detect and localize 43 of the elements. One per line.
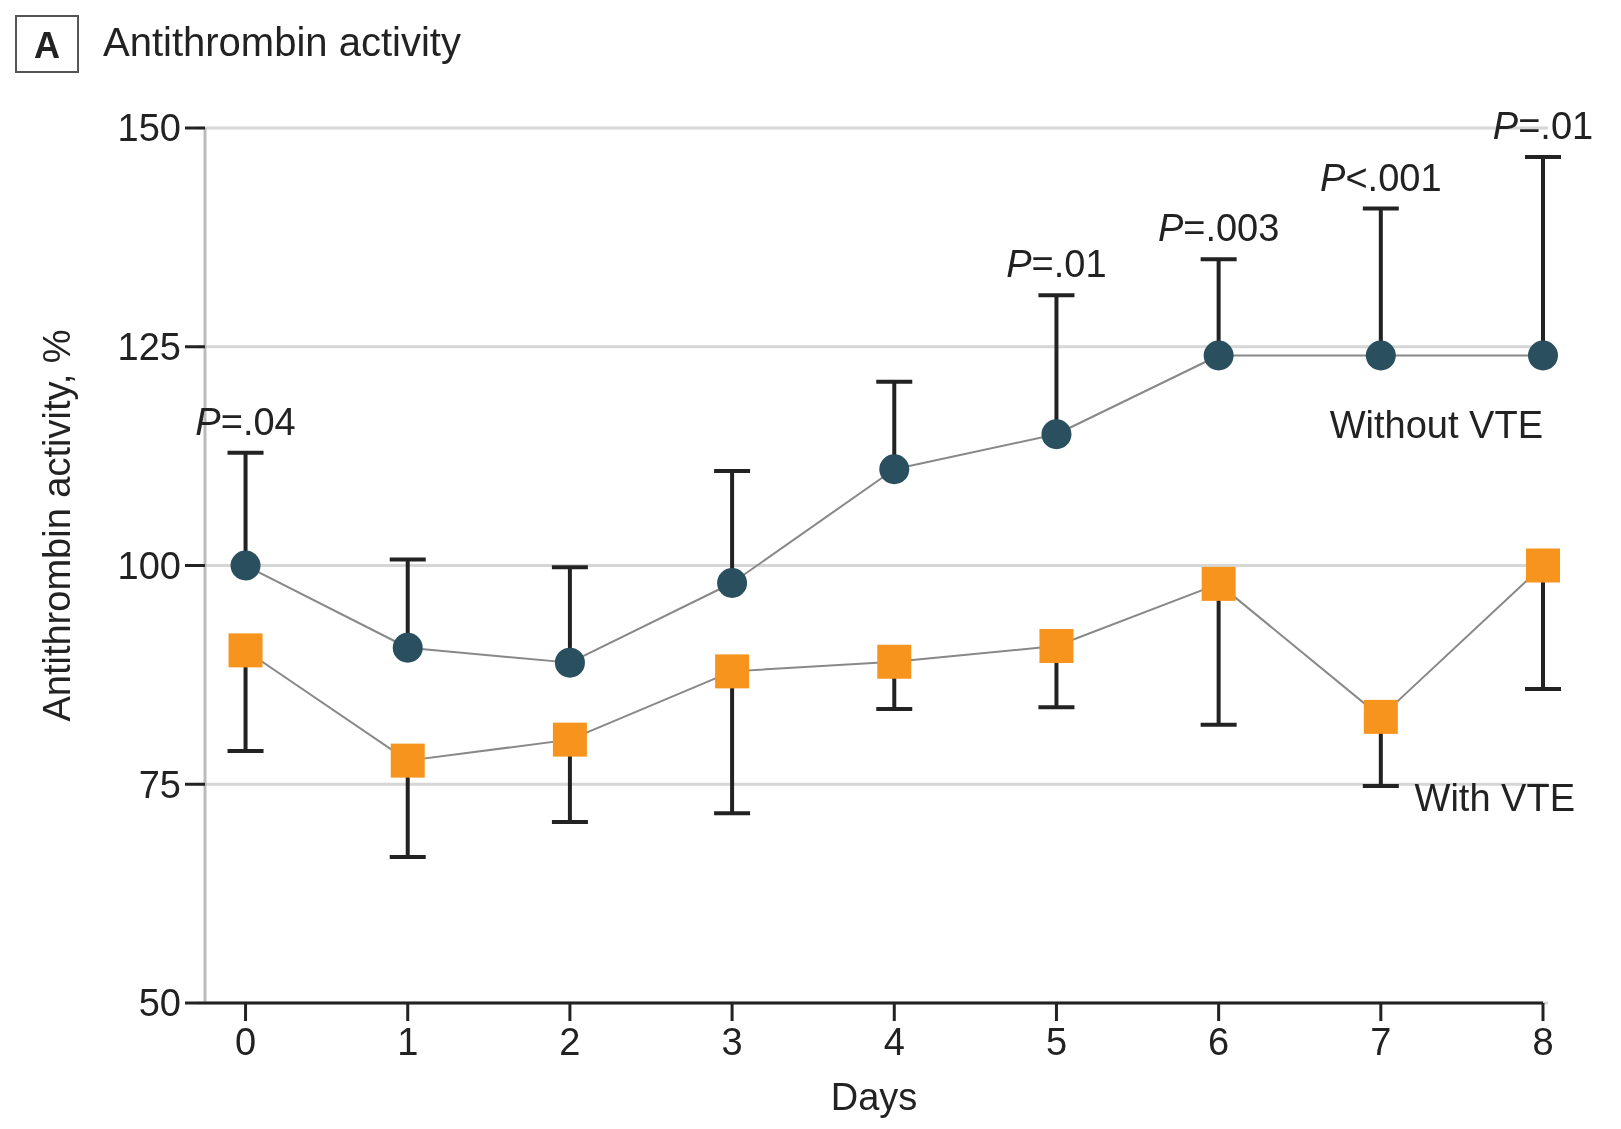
point xyxy=(1528,340,1558,371)
point xyxy=(715,654,750,689)
annotation: P<.001 xyxy=(1320,156,1442,199)
y-tick-label: 100 xyxy=(117,544,181,587)
point xyxy=(1201,566,1236,601)
series-label: Without VTE xyxy=(1329,403,1543,446)
point xyxy=(228,633,263,668)
point xyxy=(1363,699,1398,734)
point xyxy=(392,632,423,663)
annotation: P=.01 xyxy=(1006,243,1107,286)
point xyxy=(1203,340,1234,371)
x-tick-label: 8 xyxy=(1532,1021,1554,1063)
point xyxy=(717,568,748,598)
annotation: P=.01 xyxy=(1492,104,1594,147)
x-tick-label: 7 xyxy=(1370,1021,1392,1063)
point xyxy=(1365,340,1396,371)
series-label: With VTE xyxy=(1414,776,1575,819)
point xyxy=(390,743,425,778)
x-tick-label: 6 xyxy=(1208,1021,1230,1063)
x-tick-label: 5 xyxy=(1045,1021,1068,1063)
annotation: P=.04 xyxy=(195,400,296,443)
y-tick-label: 150 xyxy=(117,107,181,150)
annotation: P=.003 xyxy=(1157,207,1280,250)
text: A xyxy=(34,25,60,66)
y-axis-title: Antithrombin activity, % xyxy=(36,329,78,722)
y-tick-label: 125 xyxy=(117,326,181,369)
x-tick-label: 4 xyxy=(883,1021,905,1063)
y-tick-label: 50 xyxy=(138,982,181,1025)
point xyxy=(877,644,912,679)
point xyxy=(230,550,261,581)
point xyxy=(552,722,587,757)
point xyxy=(554,647,585,678)
point xyxy=(879,454,910,485)
point xyxy=(1039,629,1074,663)
x-tick-label: 3 xyxy=(721,1021,743,1063)
x-tick-label: 1 xyxy=(397,1021,419,1063)
point xyxy=(1526,548,1560,583)
x-tick-label: 0 xyxy=(234,1021,257,1063)
x-axis-title: Days xyxy=(830,1076,918,1118)
point xyxy=(1041,419,1072,450)
x-tick-label: 2 xyxy=(559,1021,581,1063)
chart-title: Antithrombin activity xyxy=(103,20,461,64)
y-tick-label: 75 xyxy=(138,763,181,806)
